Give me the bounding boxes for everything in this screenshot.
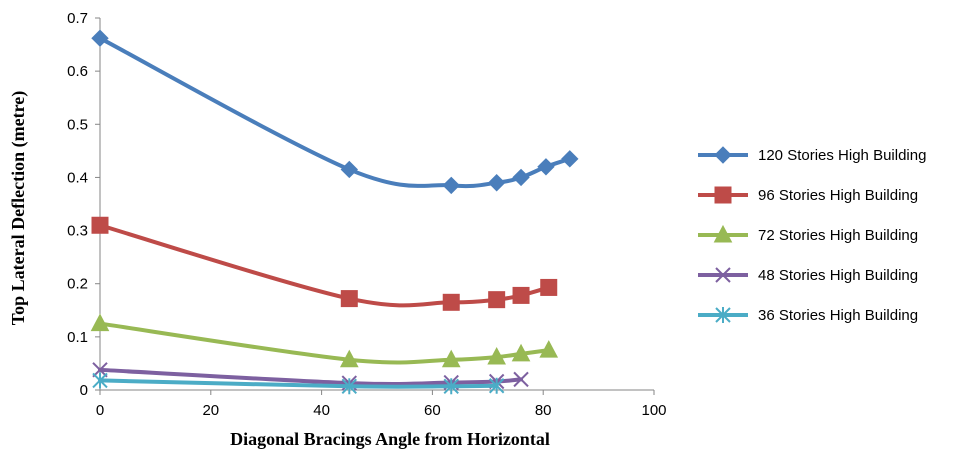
triangle-marker-shape (441, 349, 461, 368)
data-point (512, 168, 530, 187)
y-tick-label: 0.4 (67, 169, 88, 186)
data-point (339, 349, 359, 368)
series-line (98, 378, 499, 389)
legend-label: 36 Stories High Building (758, 307, 918, 324)
y-tick-label: 0 (80, 382, 88, 399)
square-marker-shape (714, 186, 732, 204)
legend-label: 48 Stories High Building (758, 267, 918, 284)
data-point (91, 29, 109, 47)
data-point (561, 150, 579, 168)
x-tick-label: 100 (641, 402, 666, 419)
series-line (98, 223, 551, 308)
legend-label: 96 Stories High Building (758, 187, 918, 204)
diamond-marker-shape (340, 160, 359, 179)
series-1 (91, 29, 579, 195)
data-point (540, 278, 558, 296)
triangle-marker-shape (511, 343, 531, 362)
data-point (341, 378, 358, 395)
legend: 120 Stories High Building 96 Stories High… (698, 146, 926, 324)
triangle-marker-shape (487, 346, 506, 365)
legend-entry: 48 Stories High Building (698, 267, 918, 284)
diamond-marker-shape (442, 176, 460, 195)
legend-entry: 96 Stories High Building (698, 186, 918, 204)
x-tick-label: 40 (313, 402, 330, 419)
x-tick-label: 60 (424, 402, 441, 419)
x-marker-stroke (715, 267, 731, 283)
data-point (487, 346, 506, 365)
data-point (340, 160, 359, 179)
square-marker-shape (512, 286, 530, 304)
square-marker-shape (488, 291, 506, 309)
data-point (487, 174, 506, 192)
square-marker-shape (91, 216, 109, 234)
data-point (537, 158, 555, 176)
data-point (488, 291, 506, 309)
series-line (98, 367, 524, 386)
y-tick-label: 0.2 (67, 276, 88, 293)
data-point (511, 343, 531, 362)
x-tick-label: 0 (96, 402, 104, 419)
triangle-marker-shape (713, 224, 733, 243)
data-point (90, 313, 110, 332)
data-point (340, 290, 358, 308)
diamond-marker-shape (487, 174, 506, 192)
square-marker-shape (442, 293, 460, 311)
series-2 (91, 216, 558, 311)
y-tick-label: 0.3 (67, 223, 88, 240)
legend-swatch-marker (713, 224, 733, 243)
legend-entry: 120 Stories High Building (698, 146, 926, 164)
series-line (98, 321, 551, 365)
axes: 0 0.1 0.2 0.3 0.4 0.5 0.6 0.7 0 20 40 60 80 100 (67, 10, 666, 419)
x-marker-stroke (513, 371, 529, 388)
legend-swatch-marker (714, 146, 732, 164)
y-axis-title: Top Lateral Deflection (metre) (8, 91, 29, 325)
legend-label: 72 Stories High Building (758, 227, 918, 244)
data-point (92, 372, 108, 389)
x-tick-label: 80 (535, 402, 552, 419)
diamond-marker-shape (537, 158, 555, 176)
legend-entry: 72 Stories High Building (698, 224, 918, 244)
legend-swatch-marker (715, 307, 731, 323)
x-axis-title: Diagonal Bracings Angle from Horizontal (230, 429, 550, 449)
series-5 (92, 372, 505, 395)
data-point (513, 371, 529, 388)
diamond-marker-shape (561, 150, 579, 168)
series-3 (90, 313, 559, 368)
diamond-marker-shape (714, 146, 732, 164)
x-tick-label: 20 (202, 402, 219, 419)
data-point (91, 216, 109, 234)
legend-label: 120 Stories High Building (758, 147, 926, 164)
series-group (90, 29, 579, 395)
legend-swatch-marker (714, 186, 732, 204)
y-tick-label: 0.1 (67, 329, 88, 346)
square-marker-shape (340, 290, 358, 308)
data-point (488, 377, 505, 394)
diamond-marker-shape (512, 168, 530, 187)
data-point (442, 293, 460, 311)
data-point (442, 176, 460, 195)
data-point (443, 378, 459, 395)
square-marker-shape (540, 278, 558, 296)
data-point (512, 286, 530, 304)
triangle-marker-shape (90, 313, 110, 332)
y-tick-label: 0.6 (67, 63, 88, 80)
y-tick-label: 0.5 (67, 116, 88, 133)
legend-entry: 36 Stories High Building (698, 307, 918, 324)
triangle-marker-shape (539, 340, 559, 358)
y-tick-label: 0.7 (67, 10, 88, 27)
data-point (441, 349, 461, 368)
series-line (98, 36, 572, 189)
diamond-marker-shape (91, 29, 109, 47)
data-point (539, 340, 559, 358)
triangle-marker-shape (339, 349, 359, 368)
legend-swatch-marker (715, 267, 731, 283)
